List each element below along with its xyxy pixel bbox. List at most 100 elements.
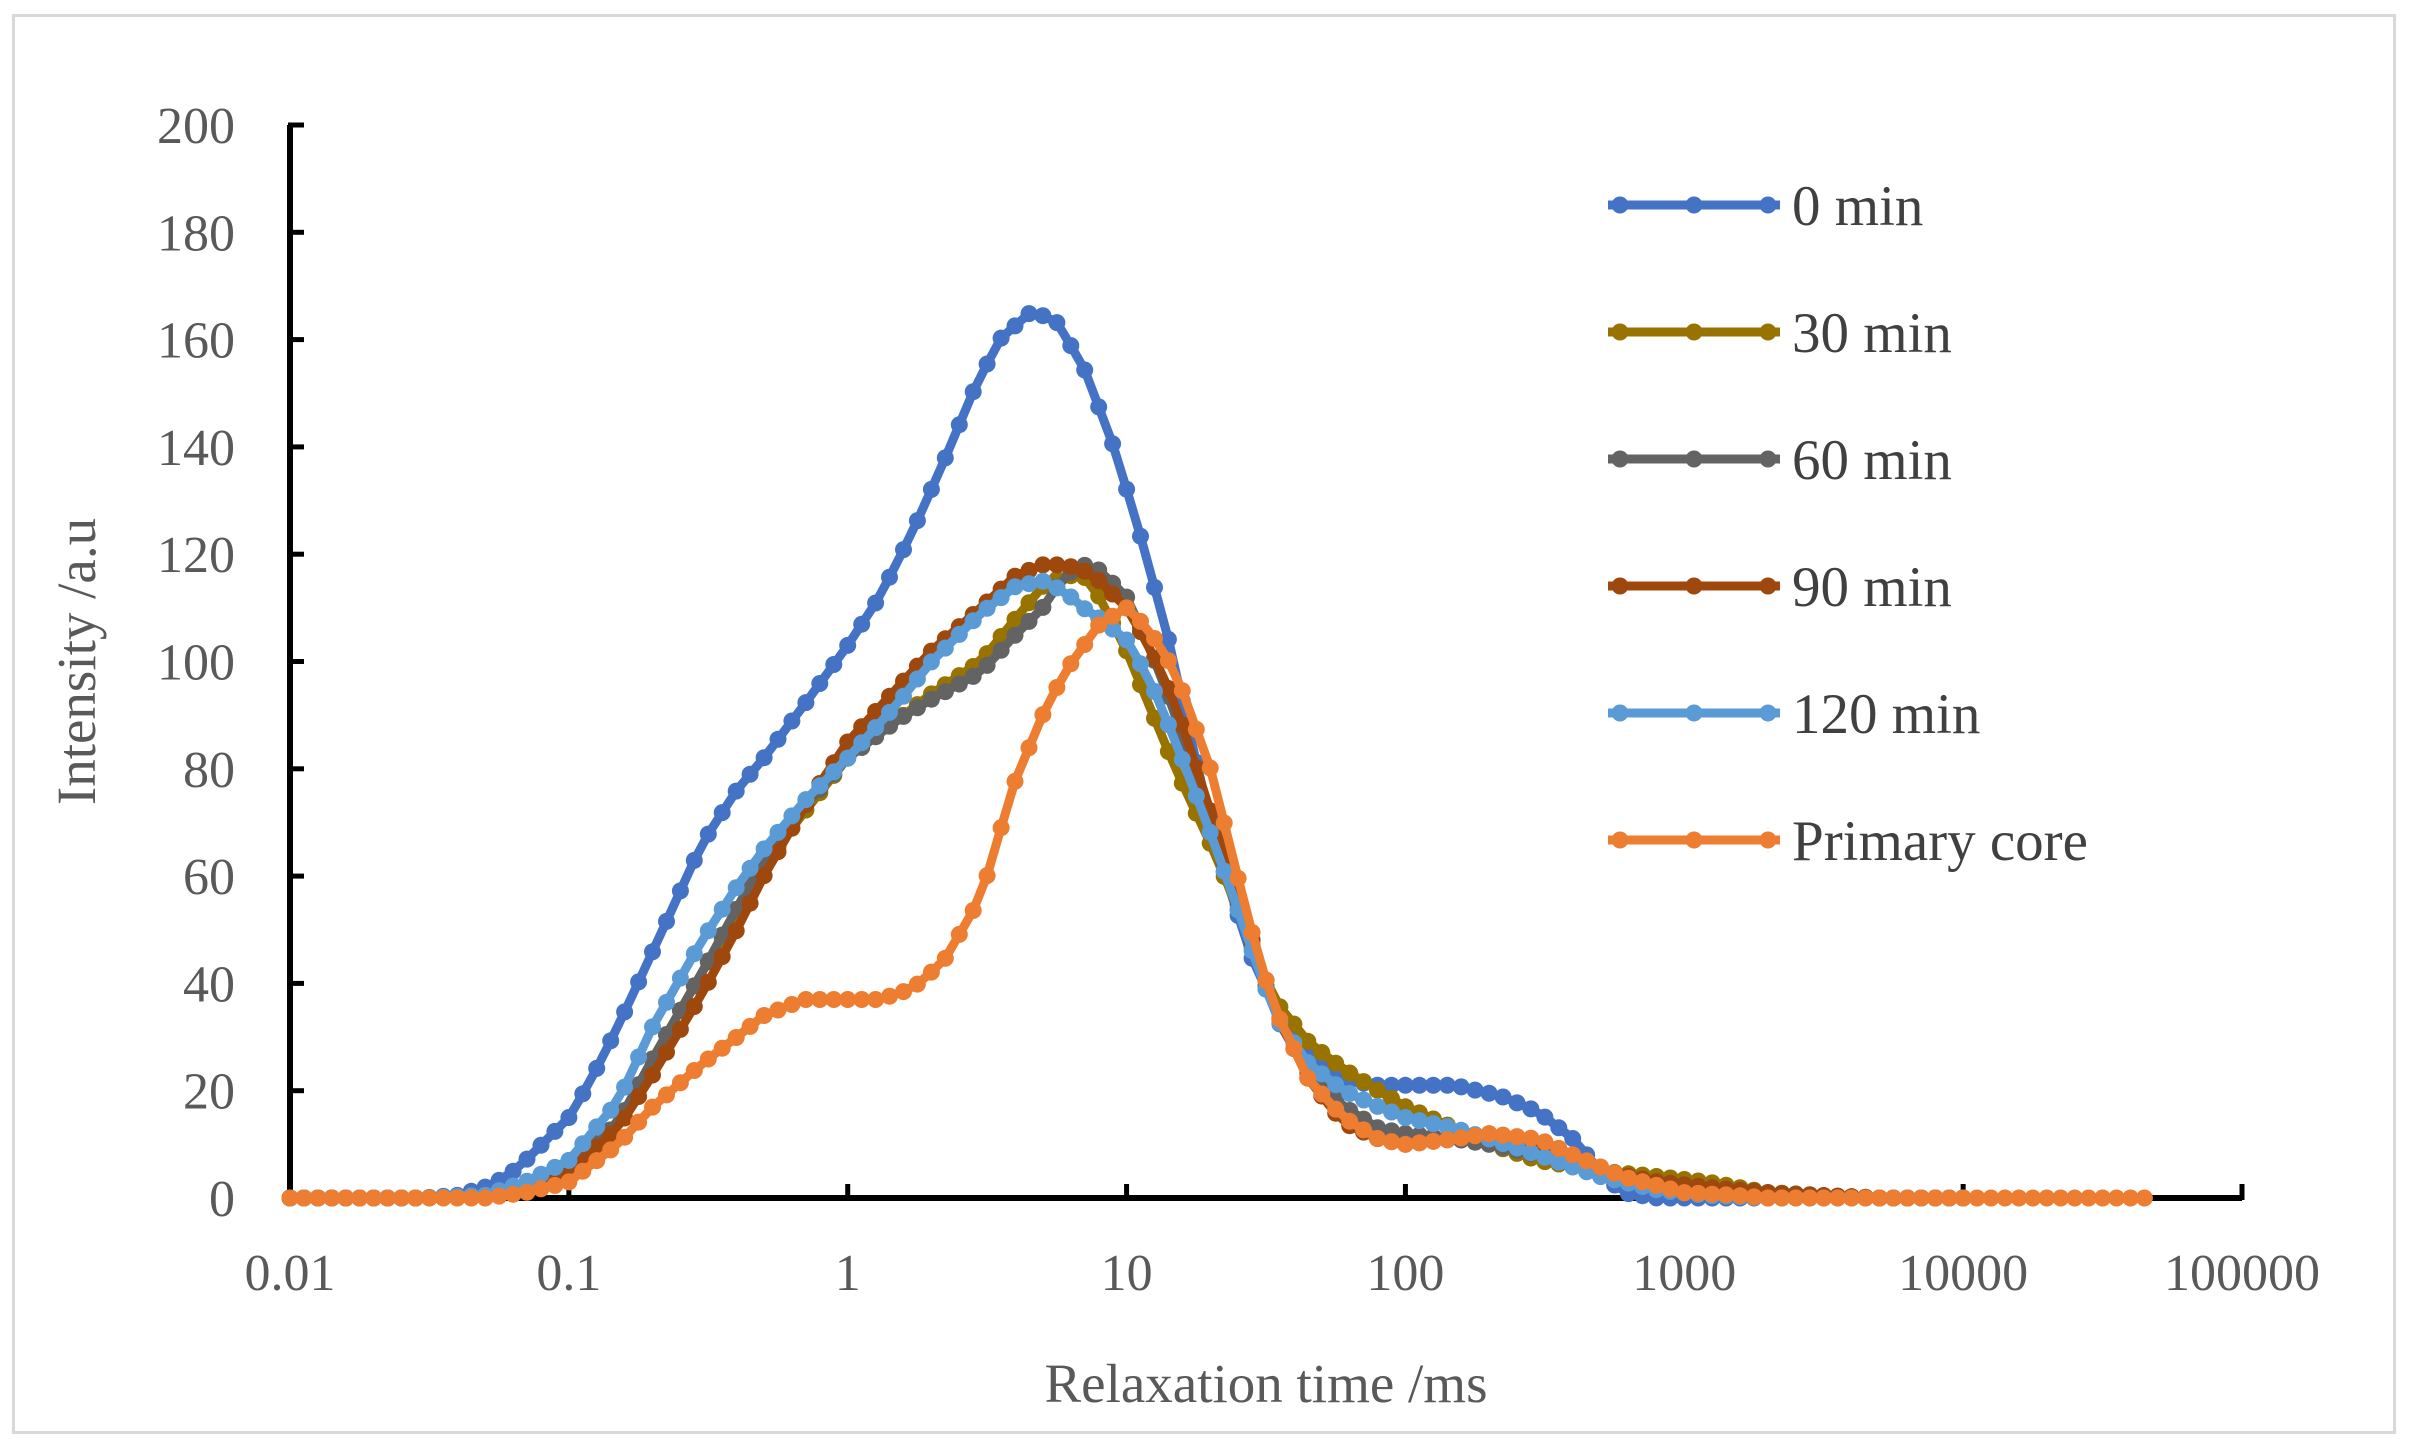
data-point — [727, 1029, 745, 1046]
data-point — [2024, 1189, 2042, 1207]
data-point — [755, 1007, 773, 1024]
data-point — [895, 983, 912, 1001]
data-point — [1355, 1073, 1373, 1091]
data-point — [853, 991, 871, 1008]
data-point — [853, 734, 871, 752]
data-point — [616, 1003, 634, 1021]
x-tick-label: 0.01 — [245, 1245, 336, 1302]
data-point — [1773, 1189, 1791, 1207]
data-point — [1926, 1189, 1944, 1207]
data-point — [1912, 1189, 1930, 1207]
data-point — [2080, 1189, 2098, 1207]
data-point — [2010, 1189, 2028, 1207]
x-tick-label: 1000 — [1632, 1245, 1736, 1302]
data-point — [1159, 652, 1177, 670]
data-point — [964, 612, 982, 630]
data-point — [1034, 556, 1052, 574]
data-point — [1020, 612, 1038, 630]
data-point — [1132, 527, 1149, 545]
data-point — [560, 1109, 578, 1126]
data-point — [755, 867, 773, 885]
data-point — [839, 636, 857, 654]
data-point — [407, 1189, 424, 1207]
data-point — [644, 1018, 661, 1036]
x-tick-label: 100 — [1366, 1245, 1444, 1302]
data-point — [825, 656, 843, 673]
data-point — [1410, 1112, 1428, 1130]
data-point — [630, 1113, 648, 1131]
data-point — [532, 1180, 550, 1198]
data-point — [867, 719, 885, 737]
data-point — [476, 1189, 494, 1207]
data-point — [1076, 562, 1094, 580]
data-point — [1146, 682, 1163, 700]
legend-item: 90 min — [1608, 556, 1952, 619]
data-point — [1536, 1148, 1554, 1166]
data-point — [1634, 1173, 1651, 1191]
data-point — [1829, 1189, 1847, 1207]
data-point — [448, 1189, 466, 1207]
data-point — [881, 568, 898, 586]
x-tick-label: 10000 — [1898, 1245, 2028, 1302]
data-point — [602, 1101, 620, 1119]
y-tick-label: 20 — [183, 1064, 235, 1121]
legend-marker — [1759, 196, 1777, 214]
legend-marker — [1685, 196, 1703, 214]
data-point — [1383, 1090, 1400, 1107]
data-point — [1090, 616, 1108, 634]
axes: 0 20 40 60 80 100 120 140 160 180 200 0.01 0.1 1 10 100… — [157, 98, 2320, 1302]
data-point — [658, 912, 675, 930]
data-point — [1982, 1189, 2000, 1207]
data-point — [922, 963, 940, 981]
data-point — [1187, 787, 1205, 805]
legend-marker — [1685, 323, 1703, 341]
data-point — [1536, 1133, 1554, 1151]
data-point — [964, 383, 982, 401]
data-point — [713, 900, 731, 918]
legend-item: Primary core — [1608, 810, 2088, 873]
data-point — [602, 1032, 620, 1050]
data-point — [1173, 716, 1191, 734]
data-point — [1438, 1118, 1456, 1136]
data-point — [1647, 1176, 1665, 1194]
data-point — [644, 1098, 661, 1116]
data-point — [1006, 578, 1024, 596]
legend-item: 0 min — [1608, 175, 1923, 238]
data-point — [881, 703, 898, 721]
data-point — [630, 973, 648, 991]
data-point — [1159, 680, 1177, 697]
data-point — [936, 683, 954, 701]
data-point — [1759, 1189, 1777, 1207]
data-point — [978, 599, 996, 617]
data-point — [1480, 1125, 1498, 1143]
data-point — [462, 1189, 480, 1207]
data-point — [1146, 649, 1163, 667]
data-point — [1215, 862, 1233, 880]
data-point — [1159, 630, 1177, 648]
data-point — [1452, 1129, 1470, 1147]
data-point — [281, 1189, 299, 1207]
data-point — [1076, 361, 1094, 379]
legend-label: 0 min — [1792, 175, 1923, 238]
data-point — [1438, 1131, 1456, 1149]
data-point — [1355, 1091, 1373, 1109]
data-point — [532, 1165, 550, 1183]
data-point — [1090, 572, 1108, 589]
data-point — [936, 949, 954, 967]
data-point — [797, 991, 815, 1008]
data-point — [1522, 1144, 1540, 1162]
data-point — [1341, 1085, 1359, 1102]
x-tick-label: 0.1 — [536, 1245, 601, 1302]
data-point — [811, 991, 829, 1008]
data-point — [895, 707, 912, 725]
data-point — [560, 1173, 578, 1191]
data-point — [1006, 626, 1024, 644]
data-point — [1341, 1112, 1359, 1130]
data-point — [699, 1050, 717, 1068]
data-point — [658, 993, 675, 1011]
data-point — [839, 733, 857, 751]
data-point — [1243, 924, 1261, 941]
series-5 — [281, 599, 2153, 1207]
data-point — [741, 894, 759, 912]
